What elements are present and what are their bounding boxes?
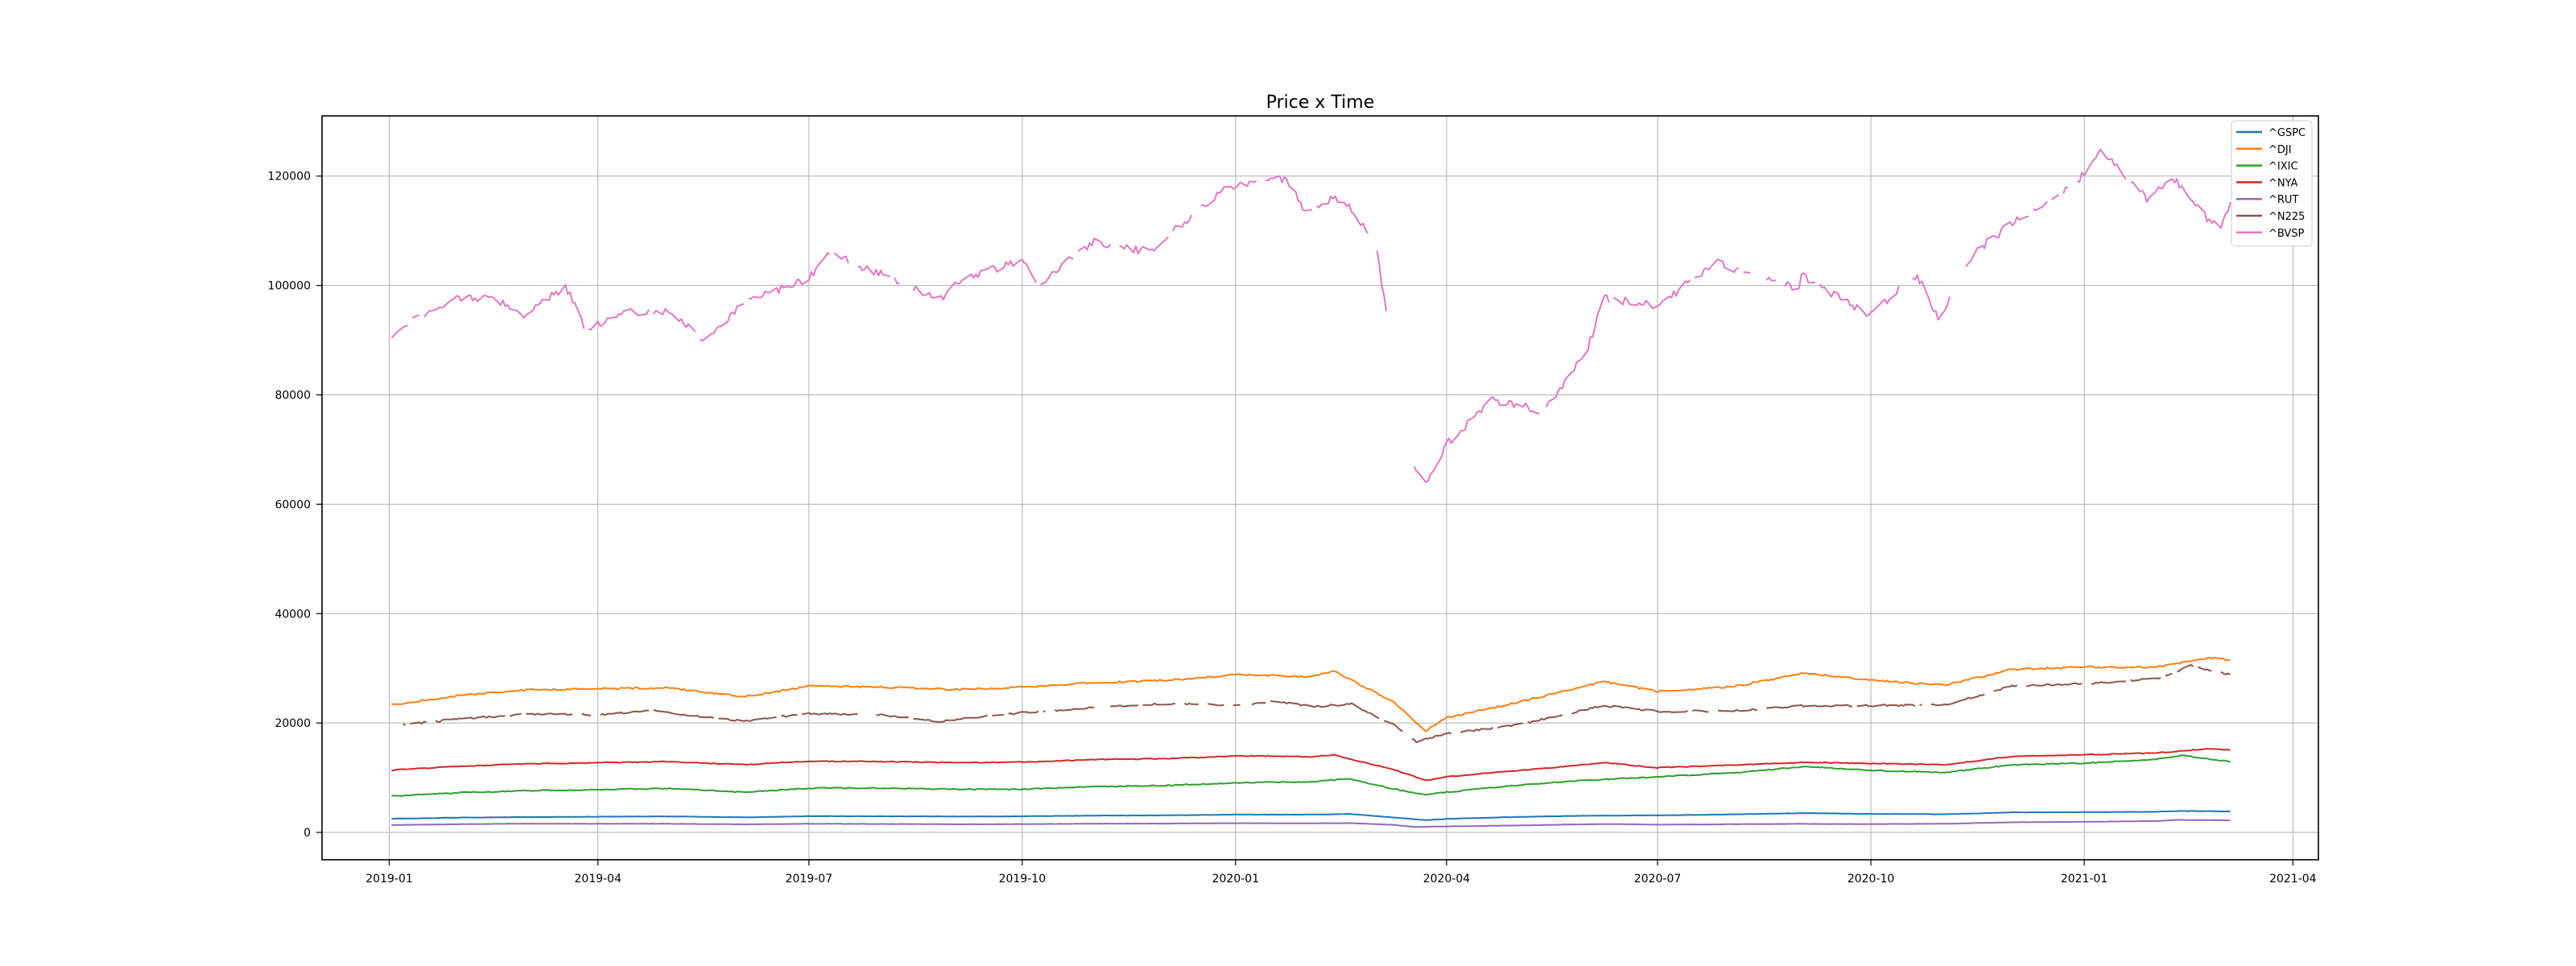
legend-label: ^DJI [2268,144,2292,156]
legend-label: ^NYA [2268,177,2298,189]
legend-box [2231,120,2313,247]
series-dji [391,656,2231,733]
legend-label: ^IXIC [2268,161,2298,173]
plot-frame [321,115,2319,861]
series-line [391,819,2231,828]
x-tick-label: 2021-01 [2061,873,2108,886]
x-tick-label: 2019-07 [786,873,833,886]
x-tick-label: 2019-04 [575,873,622,886]
x-tick-label: 2020-04 [1423,873,1471,886]
series-line [402,664,2231,744]
series-line [391,748,2231,782]
series-gspc [391,810,2231,821]
legend-label: ^RUT [2268,194,2298,206]
y-tick-label: 40000 [275,608,311,621]
x-axis: 2019-01 2019-04 2019-07 2019-10 2020-01 2020-… [365,860,2317,886]
y-tick-label: 20000 [275,717,311,730]
y-tick-label: 80000 [275,390,311,402]
legend-label: ^N225 [2268,211,2305,223]
x-tick-label: 2021-04 [2269,873,2317,886]
y-tick-label: 60000 [275,498,311,511]
series-line [391,810,2231,821]
series-line [391,656,2231,733]
series-rut [391,819,2231,828]
x-tick-label: 2020-07 [1634,873,1682,886]
y-tick-label: 100000 [268,280,311,293]
series-lines [390,148,2231,828]
x-tick-label: 2020-10 [1847,873,1895,886]
x-tick-label: 2019-01 [365,873,413,886]
legend-label: ^BVSP [2268,228,2305,240]
y-tick-label: 0 [303,827,311,840]
chart-title: Price x Time [1266,93,1375,113]
series-line [391,754,2231,797]
series-bvsp [390,148,2231,483]
x-tick-label: 2019-10 [999,873,1046,886]
series-nya [391,748,2231,782]
y-axis: 0 20000 40000 60000 80000 100000 120000 [268,171,322,840]
legend: ^GSPC ^DJI ^IXIC ^NYA ^RUT ^N225 ^BVSP [2231,120,2313,247]
series-n225 [402,664,2231,744]
legend-label: ^GSPC [2268,127,2306,139]
grid [322,116,2318,860]
y-tick-label: 120000 [268,171,311,184]
series-line [390,148,2231,483]
x-tick-label: 2020-01 [1212,873,1260,886]
series-ixic [391,754,2231,797]
